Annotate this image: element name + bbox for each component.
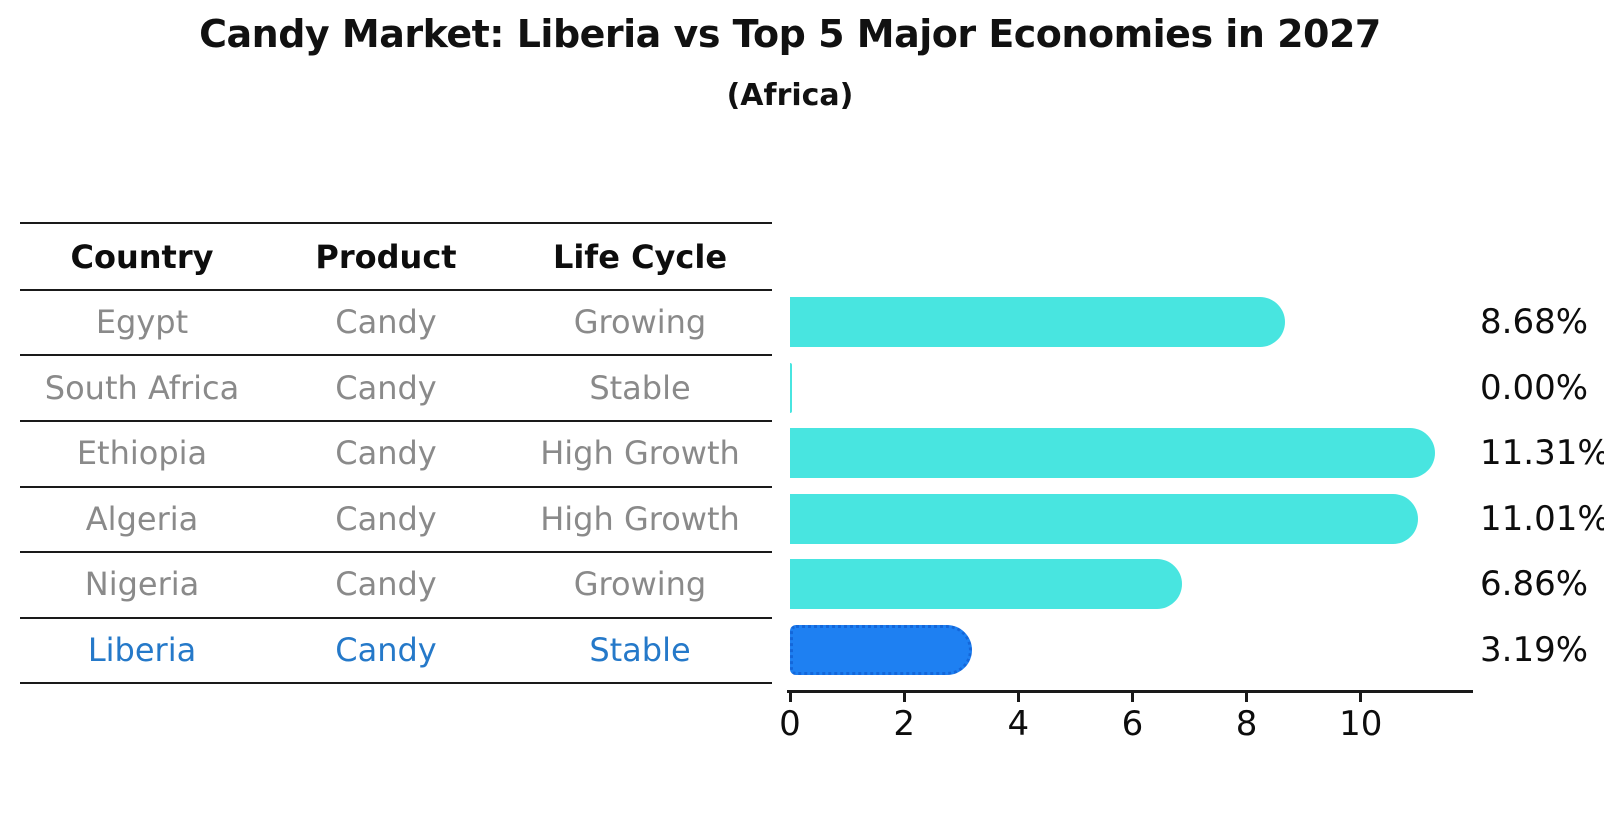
table-row-divider [20,420,772,422]
x-axis-tick-label: 6 [1121,704,1144,744]
table-row-divider [20,617,772,619]
chart-title: Candy Market: Liberia vs Top 5 Major Eco… [199,12,1381,56]
table-row-divider [20,551,772,553]
table-row-ethiopia: Ethiopia Candy High Growth [20,420,772,485]
x-axis-tick [1359,693,1363,702]
country-cell: Algeria [85,499,199,538]
value-label-algeria: 11.01% [1480,498,1604,539]
bar-egypt [790,297,1286,347]
life-cycle-cell: Growing [573,302,707,341]
x-axis-line [787,690,1473,693]
x-axis-tick-label: 8 [1235,704,1258,744]
life-cycle-cell: High Growth [540,499,740,538]
table-bottom-border [20,682,772,684]
column-header-country: Country [70,237,214,276]
product-cell: Candy [335,433,437,472]
table-row-divider [20,486,772,488]
country-cell: Ethiopia [76,433,208,472]
x-axis-tick [902,693,906,702]
table-row-liberia: Liberia Candy Stable [20,617,772,682]
table-row-algeria: Algeria Candy High Growth [20,486,772,551]
table-row-south-africa: South Africa Candy Stable [20,355,772,420]
product-cell: Candy [335,630,437,669]
country-cell: Egypt [95,302,189,341]
bar-algeria [790,493,1419,544]
table-row-nigeria: Nigeria Candy Growing [20,551,772,616]
table-row-divider [20,354,772,356]
product-cell: Candy [335,564,437,603]
country-cell: Nigeria [84,564,200,603]
life-cycle-cell: Stable [589,368,691,407]
value-label-south-africa: 0.00% [1480,367,1589,408]
column-header-product: Product [315,237,457,276]
country-cell: South Africa [44,368,240,407]
product-cell: Candy [335,499,437,538]
bar-south-africa [790,362,792,413]
x-axis-tick-label: 0 [779,704,801,744]
x-axis-tick [1130,693,1134,702]
table-row-egypt: Egypt Candy Growing [20,289,772,354]
bar-ethiopia [790,428,1436,478]
country-cell: Liberia [87,630,197,669]
x-axis-tick-label: 4 [1007,704,1030,744]
value-label-ethiopia: 11.31% [1480,433,1604,473]
life-cycle-cell: Stable [589,630,691,669]
x-axis-tick [788,693,792,702]
bar-nigeria [790,559,1182,609]
column-header-life-cycle: Life Cycle [552,237,728,276]
life-cycle-cell: High Growth [540,433,740,472]
table-top-border [20,222,772,224]
x-axis-tick [1245,693,1249,702]
chart-subtitle: (Africa) [726,78,854,113]
x-axis-tick-label: 10 [1339,704,1383,744]
bar-liberia-highlighted [790,624,973,675]
life-cycle-cell: Growing [573,564,707,603]
value-label-egypt: 8.68% [1480,302,1589,342]
product-cell: Candy [335,368,437,407]
x-axis-tick [1016,693,1020,702]
value-label-liberia: 3.19% [1480,629,1589,670]
x-axis-tick-label: 2 [893,704,915,744]
product-cell: Candy [335,302,437,341]
value-label-nigeria: 6.86% [1480,564,1589,604]
table-header-row: Country Product Life Cycle [20,224,772,289]
table-header-underline [20,289,772,291]
